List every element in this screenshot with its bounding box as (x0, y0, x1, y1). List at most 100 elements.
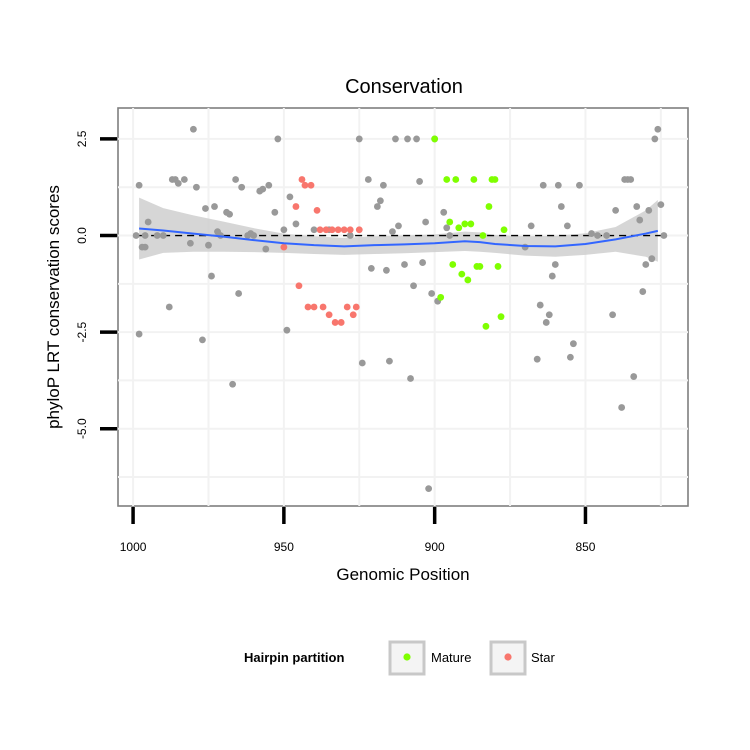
data-point-other (533, 355, 541, 363)
data-point-star (340, 226, 348, 234)
data-point-mature (500, 226, 508, 234)
data-point-other (576, 181, 583, 189)
data-point-other (548, 272, 556, 280)
data-point-other (419, 259, 427, 266)
data-point-star (331, 319, 339, 326)
data-point-other (189, 125, 197, 133)
data-point-other (594, 232, 601, 239)
data-point-other (588, 230, 595, 237)
data-point-star (349, 311, 357, 319)
data-point-star (355, 226, 363, 234)
data-point-other (443, 224, 451, 232)
data-point-other (401, 261, 408, 268)
legend-label-star: Star (531, 650, 556, 665)
data-point-other (153, 232, 161, 239)
data-point-star (328, 226, 336, 234)
data-point-other (259, 185, 267, 193)
data-point-other (633, 203, 641, 210)
data-point-other (346, 232, 354, 239)
data-point-other (235, 290, 243, 297)
data-point-other (636, 216, 644, 224)
data-point-other (138, 243, 146, 251)
data-point-other (186, 239, 194, 247)
data-point-star (346, 226, 354, 234)
legend-title: Hairpin partition (244, 650, 344, 665)
data-point-other (208, 272, 215, 280)
data-point-other (226, 210, 233, 218)
data-point-other (132, 232, 140, 239)
data-point-other (389, 228, 396, 236)
data-point-other (428, 290, 436, 297)
data-point-other (199, 336, 206, 344)
data-point-other (141, 232, 149, 239)
data-point-other (193, 183, 200, 191)
data-point-other (202, 205, 209, 212)
data-point-other (627, 176, 635, 183)
data-point-other (367, 264, 375, 272)
data-point-mature (479, 232, 487, 239)
data-point-other (539, 181, 547, 189)
data-point-other (654, 125, 662, 133)
data-point-other (630, 373, 638, 380)
data-point-star (280, 243, 288, 251)
data-point-other (376, 197, 384, 205)
data-point-star (337, 319, 345, 326)
data-point-other (542, 319, 550, 326)
data-point-other (422, 218, 430, 226)
data-point-star (298, 176, 306, 183)
data-point-other (373, 203, 381, 210)
data-point-star (322, 226, 330, 234)
data-point-other (364, 176, 372, 183)
data-point-mature (482, 322, 490, 330)
y-tick-label: 0.0 (75, 227, 89, 244)
data-point-other (639, 288, 647, 295)
plot-panel (117, 107, 689, 507)
y-tick-label: 2.5 (75, 130, 89, 147)
data-point-other (657, 201, 665, 209)
smooth-line (139, 227, 659, 248)
data-point-other (416, 178, 423, 185)
data-point-other (238, 183, 246, 191)
x-tick-label: 850 (575, 540, 595, 554)
data-point-other (392, 135, 399, 143)
x-tick-label: 900 (425, 540, 445, 554)
axes: 1000 950 900 850 2.5 0.0 -2.5 -5.0 (75, 130, 596, 554)
data-point-other (174, 179, 182, 187)
data-point-mature (455, 224, 463, 232)
data-point-other (603, 232, 610, 239)
data-point-other (609, 311, 617, 319)
data-point-mature (494, 263, 502, 270)
data-point-other (648, 255, 656, 263)
data-point-mature (443, 176, 451, 183)
data-point-other (569, 340, 577, 348)
data-point-other (286, 193, 294, 201)
data-point-other (618, 404, 626, 411)
data-point-other (521, 243, 529, 251)
data-point-mature (485, 203, 493, 210)
data-point-other (660, 232, 668, 239)
data-point-other (651, 135, 659, 143)
data-point-other (527, 222, 535, 230)
data-point-other (557, 203, 565, 210)
data-point-other (292, 220, 300, 228)
data-point-other (536, 301, 544, 309)
data-point-star (310, 303, 318, 311)
legend-label-mature: Mature (431, 650, 471, 665)
y-tick-label: -2.5 (75, 321, 89, 342)
data-point-mature (491, 176, 499, 183)
data-point-other (283, 326, 291, 334)
data-point-star (352, 303, 360, 311)
data-point-other (229, 380, 237, 388)
data-point-star (307, 181, 315, 189)
legend-dot-star (504, 653, 512, 661)
data-point-other (358, 359, 366, 367)
data-point-other (271, 208, 279, 216)
data-point-other (440, 208, 448, 216)
data-point-other (274, 135, 282, 143)
data-point-other (645, 206, 653, 214)
data-point-other (180, 176, 188, 183)
data-point-other (545, 311, 553, 319)
legend-dot-mature (403, 653, 411, 661)
data-point-mature (470, 176, 478, 183)
data-point-mature (449, 261, 457, 268)
